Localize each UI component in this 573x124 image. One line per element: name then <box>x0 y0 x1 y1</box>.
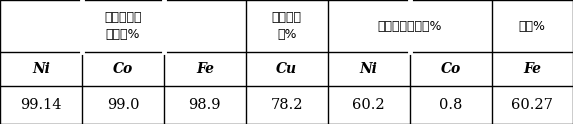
Text: Co: Co <box>441 62 461 76</box>
Text: 60.27: 60.27 <box>511 98 554 112</box>
Text: 99.0: 99.0 <box>107 98 139 112</box>
Text: Fe: Fe <box>196 62 214 76</box>
Text: 99.14: 99.14 <box>20 98 62 112</box>
Text: Cu: Cu <box>276 62 297 76</box>
Text: Ni: Ni <box>360 62 378 76</box>
Text: 一段浸出
渣%: 一段浸出 渣% <box>272 11 302 41</box>
Text: 98.9: 98.9 <box>189 98 221 112</box>
Text: 铁渣%: 铁渣% <box>519 20 546 32</box>
Text: Ni: Ni <box>32 62 50 76</box>
Text: 0.8: 0.8 <box>439 98 462 112</box>
Text: Fe: Fe <box>523 62 541 76</box>
Text: 镁魈硫化沉淠渣%: 镁魈硫化沉淠渣% <box>378 20 442 32</box>
Text: 78.2: 78.2 <box>270 98 303 112</box>
Text: Co: Co <box>113 62 133 76</box>
Text: 镁魈选择性
浸出率%: 镁魈选择性 浸出率% <box>104 11 142 41</box>
Text: 60.2: 60.2 <box>352 98 385 112</box>
